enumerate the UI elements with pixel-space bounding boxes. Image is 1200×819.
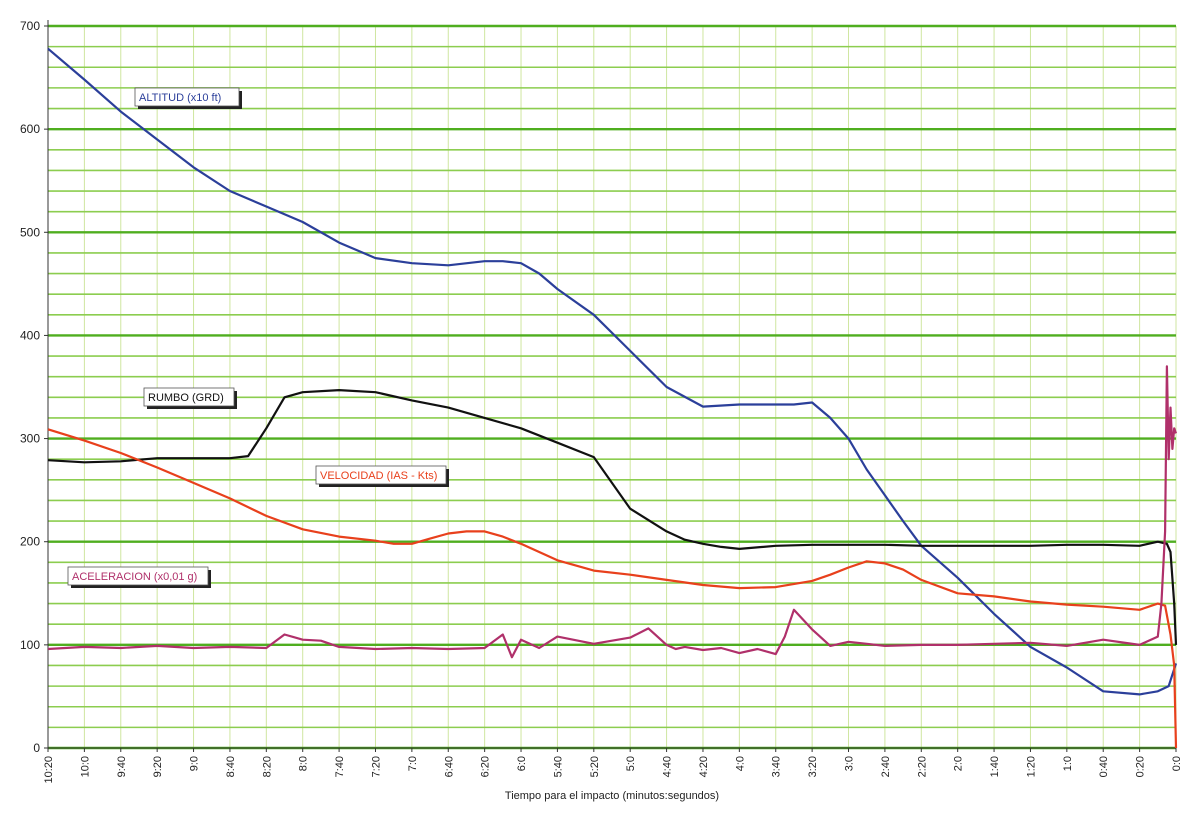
- x-axis-title: Tiempo para el impacto (minutos:segundos…: [505, 790, 719, 802]
- x-tick-label: 8:40: [225, 756, 237, 777]
- x-tick-label: 1:0: [1062, 756, 1074, 771]
- x-tick-label: 2:0: [953, 756, 965, 771]
- annotation-text: ALTITUD (x10 ft): [139, 92, 221, 104]
- x-tick-label: 8:0: [298, 756, 310, 771]
- series-line-aceleracion: [47, 365, 1178, 659]
- y-tick-label: 500: [20, 225, 40, 239]
- x-tick-label: 5:0: [625, 756, 637, 771]
- y-tick-label: 600: [20, 122, 40, 136]
- x-tick-label: 5:20: [589, 756, 601, 777]
- x-tick-label: 3:40: [771, 756, 783, 777]
- x-tick-label: 10:0: [79, 756, 91, 777]
- x-tick-label: 3:20: [807, 756, 819, 777]
- x-tick-label: 8:20: [261, 756, 273, 777]
- x-tick-label: 4:20: [698, 756, 710, 777]
- y-tick-label: 400: [20, 328, 40, 342]
- x-tick-label: 10:20: [43, 756, 55, 784]
- x-tick-label: 6:0: [516, 756, 528, 771]
- x-tick-label: 6:40: [443, 756, 455, 777]
- annotation-text: ACELERACION (x0,01 g): [72, 571, 197, 583]
- series-annotations: ALTITUD (x10 ft) RUMBO (GRD) VELOCIDAD (IA…: [67, 87, 449, 588]
- x-tick-label: 9:0: [189, 756, 201, 771]
- series-lines: [47, 47, 1178, 749]
- x-tick-label: 9:40: [116, 756, 128, 777]
- x-tick-label: 7:40: [334, 756, 346, 777]
- y-tick-label: 300: [20, 432, 40, 446]
- series-line-altitud: [47, 47, 1178, 696]
- annotation-velocidad: VELOCIDAD (IAS - Kts): [315, 465, 449, 487]
- x-tick-label: 6:20: [480, 756, 492, 777]
- annotation-altitud: ALTITUD (x10 ft): [134, 87, 242, 109]
- annotation-text: VELOCIDAD (IAS - Kts): [320, 470, 437, 482]
- axes: 0 100 200 300 400 500 600 700 10:20 10:0 9:40 9:20 9…: [20, 19, 1183, 784]
- x-tick-label: 2:40: [880, 756, 892, 777]
- x-tick-label: 2:20: [916, 756, 928, 777]
- x-tick-label: 4:0: [734, 756, 746, 771]
- y-tick-label: 700: [20, 19, 40, 33]
- annotation-box: [315, 465, 447, 485]
- x-tick-label: 4:40: [662, 756, 674, 777]
- y-tick-label: 0: [33, 741, 40, 755]
- y-tick-label: 200: [20, 535, 40, 549]
- annotation-text: RUMBO (GRD): [148, 392, 224, 404]
- x-tick-label: 0:40: [1098, 756, 1110, 777]
- x-tick-label: 0:20: [1135, 756, 1147, 777]
- x-tick-label: 0:0: [1171, 756, 1183, 771]
- annotation-box: [134, 87, 240, 107]
- series-line-velocidad: [47, 428, 1178, 749]
- annotation-rumbo: RUMBO (GRD): [143, 387, 237, 409]
- y-tick-label: 100: [20, 638, 40, 652]
- annotation-box: [67, 566, 209, 586]
- x-tick-label: 9:20: [152, 756, 164, 777]
- x-tick-label: 1:40: [989, 756, 1001, 777]
- x-tick-label: 7:0: [407, 756, 419, 771]
- annotation-aceleracion: ACELERACION (x0,01 g): [67, 566, 211, 588]
- annotation-box: [143, 387, 235, 407]
- series-line-rumbo: [47, 389, 1178, 645]
- x-tick-label: 5:40: [552, 756, 564, 777]
- x-tick-label: 1:20: [1025, 756, 1037, 777]
- x-tick-label: 3:0: [844, 756, 856, 771]
- x-tick-label: 7:20: [370, 756, 382, 777]
